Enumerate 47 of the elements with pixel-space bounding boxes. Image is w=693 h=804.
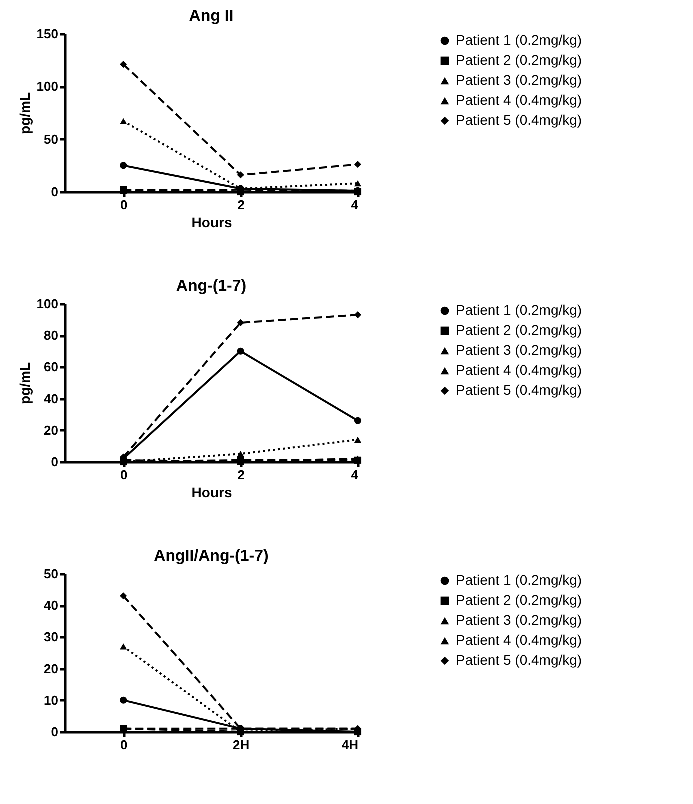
legend-label: Patient 2 (0.2mg/kg) (456, 322, 582, 338)
y-tick-label: 40 (44, 391, 58, 406)
x-tick-label: 0 (120, 198, 128, 212)
y-tick-label: 100 (36, 79, 58, 94)
y-tick-label: 50 (44, 566, 58, 582)
y-tick-label: 100 (36, 296, 58, 312)
x-tick-label: 2 (238, 198, 245, 212)
chart-title: Ang II (189, 8, 234, 25)
y-tick-label: 0 (51, 184, 58, 200)
x-axis-title: Hours (192, 484, 232, 500)
x-axis-title: Hours (192, 214, 232, 230)
y-axis-title: pg/mL (16, 92, 33, 134)
y-tick-label: 0 (51, 724, 58, 740)
legend-label: Patient 3 (0.2mg/kg) (456, 72, 582, 88)
y-tick-label: 10 (44, 692, 58, 708)
legend-label: Patient 5 (0.4mg/kg) (456, 652, 582, 668)
x-tick-label: 4 (351, 198, 360, 212)
legend-label: Patient 3 (0.2mg/kg) (456, 612, 582, 628)
legend-label: Patient 5 (0.4mg/kg) (456, 112, 582, 128)
legend-label: Patient 5 (0.4mg/kg) (456, 382, 582, 398)
y-tick-label: 80 (44, 328, 58, 344)
y-tick-label: 20 (44, 422, 58, 438)
chart-title: Ang-(1-7) (176, 278, 247, 295)
legend-label: Patient 2 (0.2mg/kg) (456, 592, 582, 608)
y-tick-label: 30 (44, 630, 58, 645)
legend-label: Patient 4 (0.4mg/kg) (456, 632, 582, 648)
x-tick-label: 0 (120, 468, 128, 482)
x-tick-label: 2H (232, 738, 250, 752)
x-tick-label: 2 (238, 468, 245, 482)
y-axis-title: pg/mL (16, 362, 33, 404)
x-tick-label: 0 (120, 738, 128, 752)
y-tick-label: 40 (44, 598, 58, 614)
legend-label: Patient 1 (0.2mg/kg) (456, 302, 582, 318)
y-tick-label: 150 (36, 26, 58, 42)
y-tick-label: 20 (44, 661, 58, 676)
y-tick-label: 50 (44, 132, 58, 147)
y-tick-label: 60 (44, 360, 58, 375)
legend-label: Patient 3 (0.2mg/kg) (456, 342, 582, 358)
x-tick-label: 4H (342, 738, 358, 752)
x-tick-label: 4 (351, 468, 360, 482)
legend-label: Patient 1 (0.2mg/kg) (456, 32, 582, 48)
legend-label: Patient 1 (0.2mg/kg) (456, 572, 582, 588)
chart-title: AngII/Ang-(1-7) (154, 548, 269, 565)
y-tick-label: 0 (51, 454, 58, 470)
legend-label: Patient 4 (0.4mg/kg) (456, 92, 582, 108)
legend-label: Patient 2 (0.2mg/kg) (456, 52, 582, 68)
legend-label: Patient 4 (0.4mg/kg) (456, 362, 582, 378)
